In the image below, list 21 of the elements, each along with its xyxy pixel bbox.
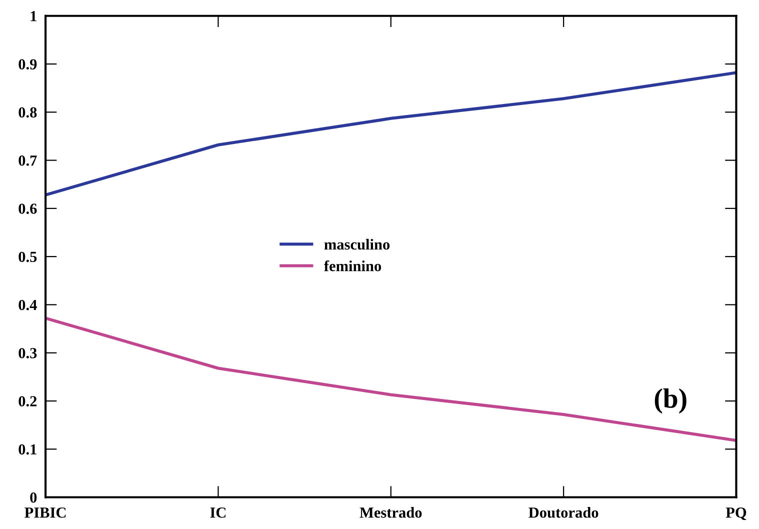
y-tick-label: 0 <box>30 492 37 503</box>
y-tick-label: 0.3 <box>18 348 37 358</box>
annotation: (b) <box>654 388 686 414</box>
y-tick-label: 0.4 <box>18 300 37 310</box>
y-tick-label: 0.8 <box>18 107 37 118</box>
y-tick-label: 0.1 <box>18 444 36 455</box>
y-tick-label: 0.9 <box>18 59 37 70</box>
legend-label: masculino <box>324 238 390 250</box>
line-series <box>46 71 736 196</box>
x-tick-label: Doutorado <box>528 506 598 518</box>
y-tick-label: 0.6 <box>18 204 37 214</box>
legend-label: feminino <box>324 260 382 272</box>
y-tick-label: 0.7 <box>18 155 37 166</box>
x-tick-label: PQ <box>726 507 746 520</box>
y-tick-label: 1 <box>30 11 36 22</box>
y-tick-label: 0.2 <box>18 396 37 406</box>
y-tick-label: 0.5 <box>18 252 37 262</box>
x-tick-label: IC <box>210 507 226 518</box>
x-tick-label: PIBIC <box>24 507 66 518</box>
x-tick-label: Mestrado <box>360 506 422 518</box>
line-series <box>46 316 736 442</box>
